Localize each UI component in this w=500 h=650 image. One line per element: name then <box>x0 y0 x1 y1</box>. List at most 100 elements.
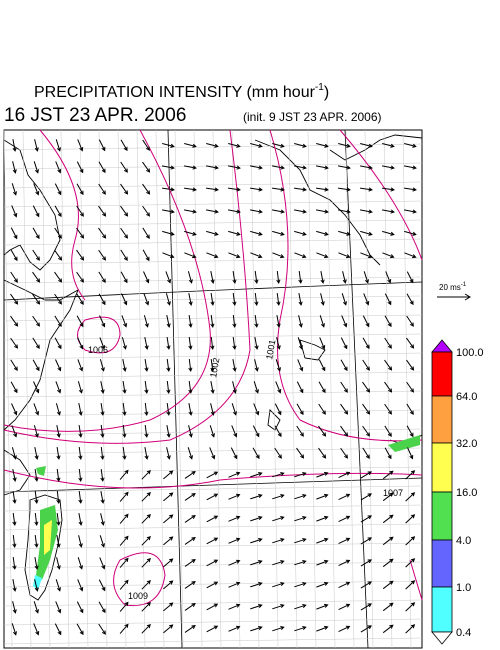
wind-arrow <box>405 558 416 568</box>
wind-arrow <box>34 557 39 570</box>
wind-arrow <box>275 381 282 394</box>
colorbar-cap <box>431 631 453 645</box>
wind-arrow <box>98 293 106 306</box>
wind-arrow <box>252 425 260 438</box>
wind-arrow <box>254 292 259 307</box>
wind-arrow <box>360 143 373 148</box>
grid-line-minor <box>3 257 423 265</box>
wind-arrow <box>316 537 329 544</box>
wind-arrow <box>384 381 393 393</box>
wind-arrow <box>55 359 62 372</box>
wind-arrow <box>33 425 39 438</box>
wind-arrow <box>206 515 219 523</box>
wind-arrow <box>404 165 417 170</box>
wind-arrow <box>406 271 414 284</box>
wind-arrow <box>54 183 62 196</box>
grid-line-minor <box>269 129 279 649</box>
wind-arrow <box>11 205 18 218</box>
wind-arrow <box>382 187 395 192</box>
colorbar-cap <box>431 339 453 353</box>
wind-arrow <box>55 579 61 592</box>
wind-arrow <box>382 470 394 480</box>
wind-arrow <box>34 579 39 592</box>
isobar-label: 1006 <box>88 345 108 355</box>
wind-arrow <box>141 623 151 634</box>
wind-arrow <box>298 271 303 284</box>
wind-arrow <box>362 359 370 371</box>
wind-arrow <box>32 227 40 240</box>
wind-arrow <box>232 292 237 307</box>
wind-arrow <box>406 381 415 393</box>
wind-arrow <box>254 270 259 285</box>
wind-arrow <box>360 252 373 259</box>
wind-arrow <box>382 514 394 524</box>
wind-arrow <box>163 558 174 568</box>
wind-arrow <box>404 230 417 236</box>
wind-arrow <box>294 230 307 236</box>
wind-arrow <box>12 557 17 570</box>
wind-arrow <box>119 601 129 612</box>
wind-arrow <box>33 381 40 394</box>
wind-arrow <box>316 252 329 259</box>
wind-arrow <box>384 337 392 349</box>
wind-arrow <box>206 537 219 545</box>
wind-arrow <box>141 601 151 612</box>
wind-arrow <box>122 381 127 394</box>
wind-arrow <box>162 209 175 214</box>
wind-arrow <box>382 252 395 259</box>
wind-arrow <box>162 187 175 192</box>
grid-line-minor <box>288 129 298 649</box>
wind-arrow <box>294 252 307 259</box>
wind-arrow <box>404 252 417 259</box>
wind-arrow <box>11 183 17 196</box>
wind-arrow <box>298 315 303 328</box>
wind-arrow <box>119 491 129 502</box>
title-exponent: -1 <box>315 82 324 93</box>
wind-arrow <box>405 536 416 546</box>
wind-arrow <box>32 337 40 349</box>
colorbar-swatch <box>431 442 453 493</box>
wind-arrow <box>360 209 373 214</box>
title-text: PRECIPITATION INTENSITY (mm hour <box>34 84 316 101</box>
wind-arrow <box>56 425 61 438</box>
wind-arrow <box>10 359 18 371</box>
wind-arrow <box>404 187 417 192</box>
wind-arrow <box>316 603 329 610</box>
wind-arrow <box>184 514 196 523</box>
wind-arrow <box>119 513 129 524</box>
wind-arrow <box>272 472 285 478</box>
wind-arrow <box>382 209 395 214</box>
wind-arrow <box>318 447 327 459</box>
wind-scale-exponent: -1 <box>461 282 467 288</box>
wind-arrow <box>228 143 241 148</box>
colorbar <box>431 339 453 645</box>
wind-arrow <box>55 403 61 416</box>
wind-arrow <box>141 535 151 546</box>
grid-line-minor <box>3 219 423 227</box>
wind-arrow <box>250 582 263 588</box>
wind-arrow <box>206 581 219 589</box>
grid-line-minor <box>3 390 423 398</box>
wind-arrow <box>272 604 285 610</box>
wind-arrow <box>144 337 149 350</box>
wind-arrow <box>209 425 215 438</box>
wind-arrow <box>384 425 392 437</box>
wind-arrow <box>142 139 150 151</box>
wind-arrow <box>250 187 263 192</box>
wind-arrow <box>142 249 150 262</box>
grid-line-minor <box>98 129 108 649</box>
wind-arrow <box>54 293 63 305</box>
wind-arrow <box>296 403 304 416</box>
wind-arrow <box>316 493 329 500</box>
colorbar-label: 0.4 <box>456 627 471 639</box>
wind-arrow <box>272 143 285 148</box>
wind-arrow <box>77 337 84 350</box>
wind-arrow <box>142 161 151 173</box>
wind-arrow <box>77 139 84 152</box>
wind-arrow <box>34 469 39 482</box>
wind-arrow <box>76 249 85 261</box>
wind-arrow <box>360 471 372 479</box>
wind-arrow <box>34 490 39 505</box>
wind-arrow <box>294 143 307 148</box>
grid-line-minor <box>3 485 423 493</box>
